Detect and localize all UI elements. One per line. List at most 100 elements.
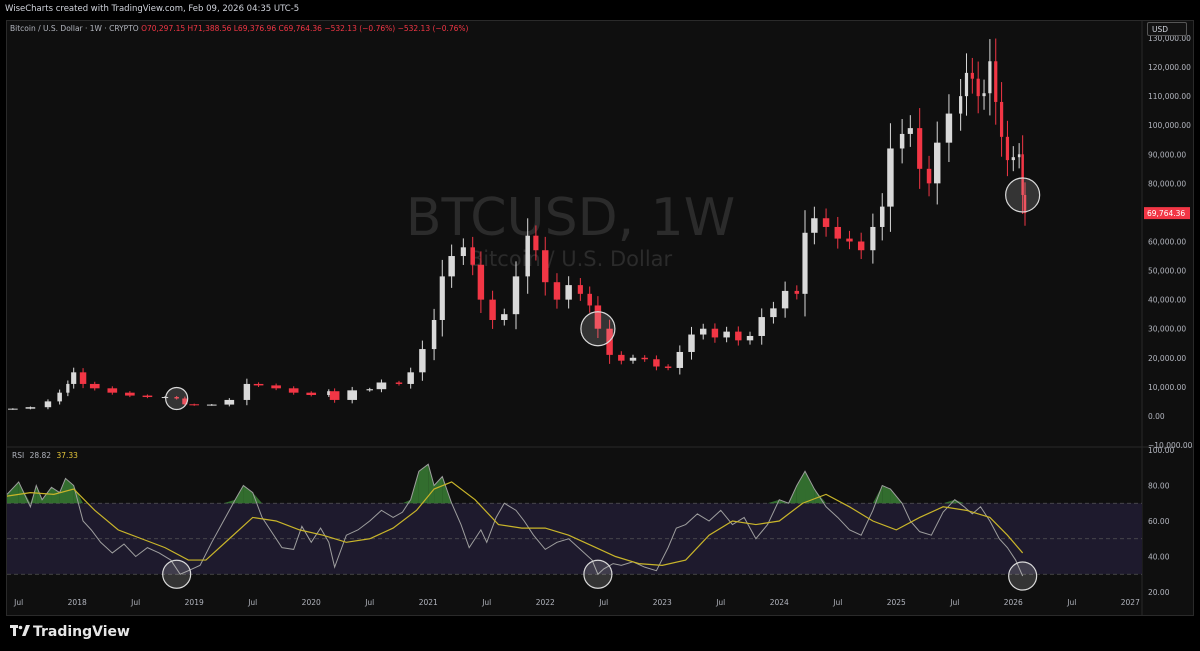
price-tick-label: 110,000.00 [1148,92,1191,101]
candle-body [999,101,1004,137]
candle-body [460,247,466,257]
rsi-tick-label: 100.00 [1148,446,1174,455]
currency-selector[interactable]: USD [1147,22,1187,36]
candle-body [899,133,905,149]
price-tick-label: 0.00 [1148,412,1165,421]
rsi-ma-value: 37.33 [56,451,78,460]
time-tick-label: Jul [247,598,257,607]
time-tick-label: 2020 [302,598,321,607]
candle-body [587,293,592,306]
tradingview-brand[interactable]: TradingView [10,624,130,640]
candle-body [395,382,403,384]
rsi-overbought-fill [418,464,429,504]
candle-body [653,359,660,367]
candle-body [1023,194,1027,214]
rsi-highlight-circle [1008,561,1038,591]
price-tick-label: 120,000.00 [1148,63,1191,72]
rsi-highlight-circle [583,559,613,589]
candle-body [1005,136,1010,161]
candle-body [79,372,87,384]
time-tick-label: 2021 [419,598,438,607]
candle-body [811,218,818,233]
candle-body [857,241,865,251]
rsi-overbought-fill [872,485,883,504]
ohlc-close: C69,764.36 [278,24,322,33]
candle-body [746,335,754,341]
time-tick-label: Jul [481,598,491,607]
candle-body [431,319,437,350]
candle-body [253,383,264,386]
brand-name: TradingView [33,624,130,640]
chart-credit: WiseCharts created with TradingView.com,… [5,4,300,14]
rsi-tick-label: 60.00 [1148,517,1170,526]
candle-body [699,328,707,335]
candle-body [347,390,358,400]
candle-body [8,408,18,410]
candle-body [959,96,963,114]
time-tick-label: 2025 [887,598,906,607]
candle-body [224,399,235,405]
price-tick-label: 40,000.00 [1148,296,1186,305]
price-tick-label: 30,000.00 [1148,325,1186,334]
rsi-overbought-fill [59,478,66,504]
candle-body [970,72,974,79]
candle-body [846,238,853,242]
time-tick-label: Jul [1066,598,1076,607]
rsi-overbought-fill [223,499,236,504]
candle-body [66,383,70,393]
candle-body [822,218,830,227]
rsi-value: 28.82 [29,451,52,460]
candle-body [553,282,561,300]
price-tick-label: 80,000.00 [1148,179,1186,188]
highlight-circle [580,311,616,347]
price-tick-label: 50,000.00 [1148,267,1186,276]
time-tick-label: Jul [13,598,23,607]
candle-body [629,357,637,361]
rsi-overbought-fill [243,485,253,504]
highlight-circle [1005,177,1041,213]
candle-body [879,206,885,227]
candle-body [577,285,583,294]
candle-body [907,128,913,134]
ohlc-open: O70,297.15 [141,24,186,33]
candle-body [525,235,530,277]
candle-body [994,61,998,102]
candle-body [142,395,153,398]
candle-body [448,256,455,277]
symbol-legend: Bitcoin / U.S. Dollar · 1W · CRYPTO O70,… [10,24,468,33]
candle-body [288,388,299,393]
time-tick-label: Jul [130,598,140,607]
last-price-badge [1144,207,1190,220]
candle-body [794,290,800,294]
candle-body [758,317,765,336]
rsi-overbought-fill [805,471,815,504]
candle-body [834,226,841,239]
candle-body [174,397,179,399]
price-tick-label: 100,000.00 [1148,121,1191,130]
candle-body [366,389,373,391]
candle-body [439,276,445,320]
time-tick-label: Jul [949,598,959,607]
candle-body [419,349,426,373]
rsi-line [6,463,1024,577]
time-tick-label: 2018 [68,598,87,607]
rsi-overbought-fill [7,481,19,504]
highlight-circle [165,386,189,411]
price-tick-label: 60,000.00 [1148,238,1186,247]
symbol-name[interactable]: Bitcoin / U.S. Dollar · 1W · CRYPTO [10,24,139,33]
rsi-label[interactable]: RSI [12,451,25,460]
candle-body [982,93,986,97]
candle-body [887,148,894,207]
change-value: −532.13 (−0.76%) [324,24,396,33]
time-tick-label: Jul [715,598,725,607]
time-tick-label: 2022 [536,598,555,607]
candle-body [407,372,414,384]
candle-body [329,391,340,400]
rsi-overbought-fill [767,499,780,504]
top-bar: WiseCharts created with TradingView.com,… [0,0,1200,20]
candle-body [926,168,932,184]
price-tick-label: 10,000.00 [1148,383,1186,392]
candle-body [988,61,992,94]
candle-body [182,398,188,405]
